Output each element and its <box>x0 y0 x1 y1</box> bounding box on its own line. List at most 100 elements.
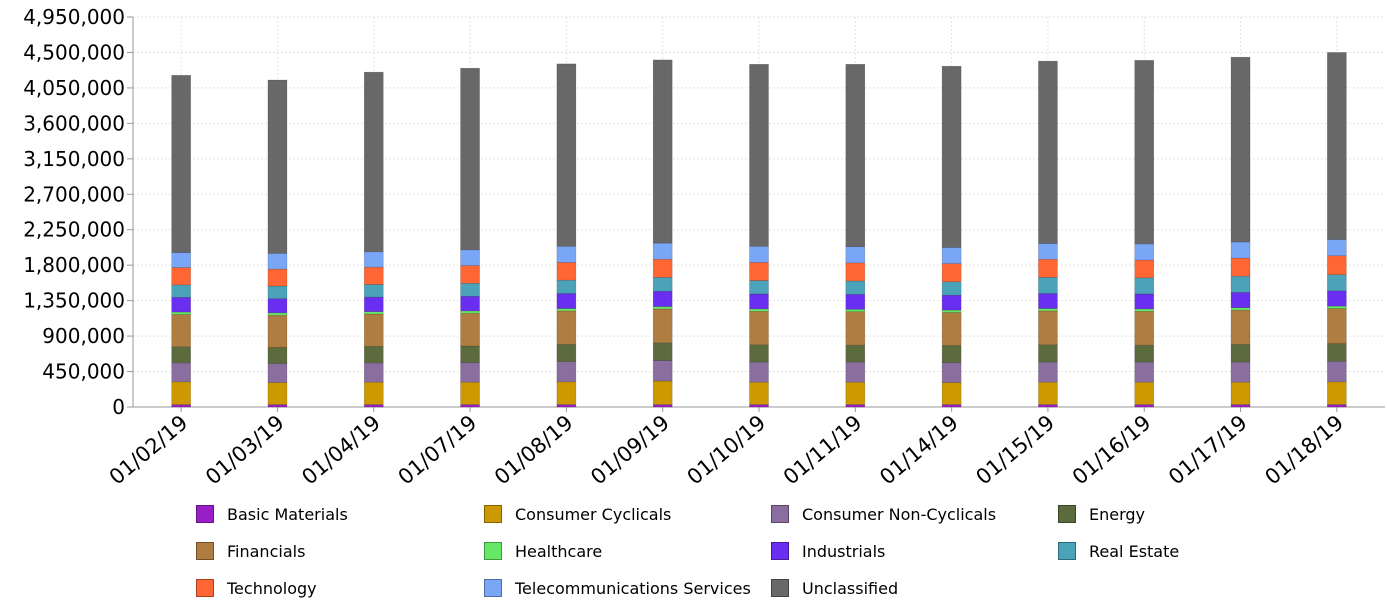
legend-swatch <box>771 579 789 597</box>
bar-segment-financials <box>845 311 866 346</box>
bar-segment-real-estate <box>363 284 384 298</box>
legend-label: Financials <box>227 541 306 561</box>
bar-segment-consumer-cyclicals <box>1134 381 1155 405</box>
y-tick-label: 1,800,000 <box>23 253 125 277</box>
bar-segment-healthcare <box>460 310 480 314</box>
legend-item: Telecommunications Services <box>484 576 751 600</box>
y-tick-labels: 0 450,000 900,000 1,350,000 1,800,000 2,250,0… <box>23 5 125 419</box>
bar-segment-basic-materials <box>845 404 866 408</box>
bar-segment-financials <box>460 312 480 347</box>
legend-label: Basic Materials <box>227 504 348 524</box>
legend-label: Unclassified <box>802 578 899 598</box>
bar-segment-healthcare <box>1134 308 1155 312</box>
bar-segment-unclassified <box>363 71 384 253</box>
bar-segment-financials <box>749 310 769 346</box>
bar-segment-technology <box>171 267 191 286</box>
bar-segment-energy <box>749 344 769 363</box>
bar-segment-healthcare <box>1038 308 1058 312</box>
bar-segment-financials <box>652 308 673 344</box>
legend-swatch <box>1058 542 1076 560</box>
bar-segment-consumer-cyclicals <box>845 381 866 405</box>
x-tick-label: 01/11/19 <box>779 410 867 489</box>
bar-segment-technology <box>941 263 962 283</box>
bar-segment-telecommunications-services <box>363 251 384 268</box>
bar-segment-consumer-cyclicals <box>749 381 769 405</box>
bar-segment-consumer-non-cyclicals <box>1327 361 1347 383</box>
x-tick-label: 01/04/19 <box>297 410 385 489</box>
bar-segment-industrials <box>556 293 577 309</box>
legend-label: Consumer Cyclicals <box>515 504 672 524</box>
bar-segment-basic-materials <box>1038 404 1058 408</box>
y-tick-label: 3,150,000 <box>23 147 125 171</box>
bar-segment-consumer-non-cyclicals <box>652 360 673 382</box>
bar-segment-technology <box>556 262 577 281</box>
bar-segment-real-estate <box>652 277 673 292</box>
x-tick-label: 01/17/19 <box>1164 410 1252 489</box>
legend-swatch <box>771 542 789 560</box>
bar-segment-basic-materials <box>749 404 769 408</box>
bar-segment-unclassified <box>171 75 191 253</box>
bar-segment-technology <box>1134 259 1155 279</box>
legend-item: Industrials <box>771 539 885 563</box>
bar-segment-energy <box>556 344 577 362</box>
legend-swatch <box>196 505 214 523</box>
bar-segment-unclassified <box>1327 52 1347 240</box>
legend-label: Technology <box>227 578 317 598</box>
y-tick-label: 450,000 <box>42 360 125 384</box>
bar-segment-financials <box>941 312 962 346</box>
bar-segment-energy <box>941 345 962 363</box>
bar-segment-consumer-cyclicals <box>1230 381 1251 405</box>
bar-segment-energy <box>1327 343 1347 362</box>
bar-segment-unclassified <box>749 63 769 247</box>
y-tick-label: 1,350,000 <box>23 289 125 313</box>
y-tick-label: 2,250,000 <box>23 218 125 242</box>
y-tick-label: 0 <box>112 395 125 419</box>
bar-segment-consumer-non-cyclicals <box>1230 361 1251 383</box>
bar-segment-telecommunications-services <box>941 247 962 264</box>
bar-segment-consumer-non-cyclicals <box>1038 361 1058 383</box>
bar-segment-telecommunications-services <box>171 252 191 268</box>
bar-segment-industrials <box>363 296 384 312</box>
bar-segment-telecommunications-services <box>1038 243 1058 260</box>
bar-segment-telecommunications-services <box>1134 243 1155 261</box>
bar-segment-telecommunications-services <box>652 242 673 260</box>
bar-segment-healthcare <box>749 308 769 312</box>
legend-label: Industrials <box>802 541 886 561</box>
bar-segment-consumer-non-cyclicals <box>460 362 480 383</box>
bar-segment-industrials <box>845 294 866 310</box>
legend-label: Energy <box>1089 504 1146 524</box>
y-tick-label: 900,000 <box>42 324 125 348</box>
x-tick-label: 01/15/19 <box>971 410 1059 489</box>
bar-segment-financials <box>1230 309 1251 345</box>
x-tick-labels: 01/02/19 01/03/19 01/04/19 01/07/19 01/08/19… <box>105 410 1348 489</box>
bar-segment-healthcare <box>171 311 191 315</box>
bar-segment-basic-materials <box>1327 404 1347 408</box>
bar-segment-consumer-cyclicals <box>267 382 288 405</box>
bar-segment-basic-materials <box>267 404 288 408</box>
x-tick-label: 01/14/19 <box>875 410 963 489</box>
legend-item: Consumer Non-Cyclicals <box>771 502 996 526</box>
bar-segment-basic-materials <box>941 404 962 408</box>
bar-segment-basic-materials <box>460 404 480 408</box>
y-tick-label: 4,050,000 <box>23 76 125 100</box>
bar-segment-financials <box>1038 310 1058 346</box>
legend-swatch <box>484 542 502 560</box>
x-tick-label: 01/09/19 <box>586 410 674 489</box>
bar-segment-consumer-non-cyclicals <box>941 362 962 383</box>
bar-segment-healthcare <box>1327 305 1347 309</box>
bar-segment-telecommunications-services <box>267 253 288 270</box>
legend-label: Telecommunications Services <box>515 578 751 598</box>
bar-segment-unclassified <box>1134 60 1155 245</box>
bar-segment-real-estate <box>1038 277 1058 294</box>
bar-segment-energy <box>460 345 480 363</box>
bars <box>171 52 1347 408</box>
bar-segment-telecommunications-services <box>460 249 480 266</box>
bar-segment-industrials <box>652 290 673 307</box>
bar-segment-telecommunications-services <box>845 246 866 264</box>
x-tick-label: 01/02/19 <box>105 410 193 489</box>
legend-swatch <box>484 579 502 597</box>
bar-segment-basic-materials <box>363 404 384 408</box>
bar-segment-energy <box>845 344 866 363</box>
bar-segment-consumer-non-cyclicals <box>171 362 191 383</box>
y-tick-label: 4,950,000 <box>23 5 125 29</box>
